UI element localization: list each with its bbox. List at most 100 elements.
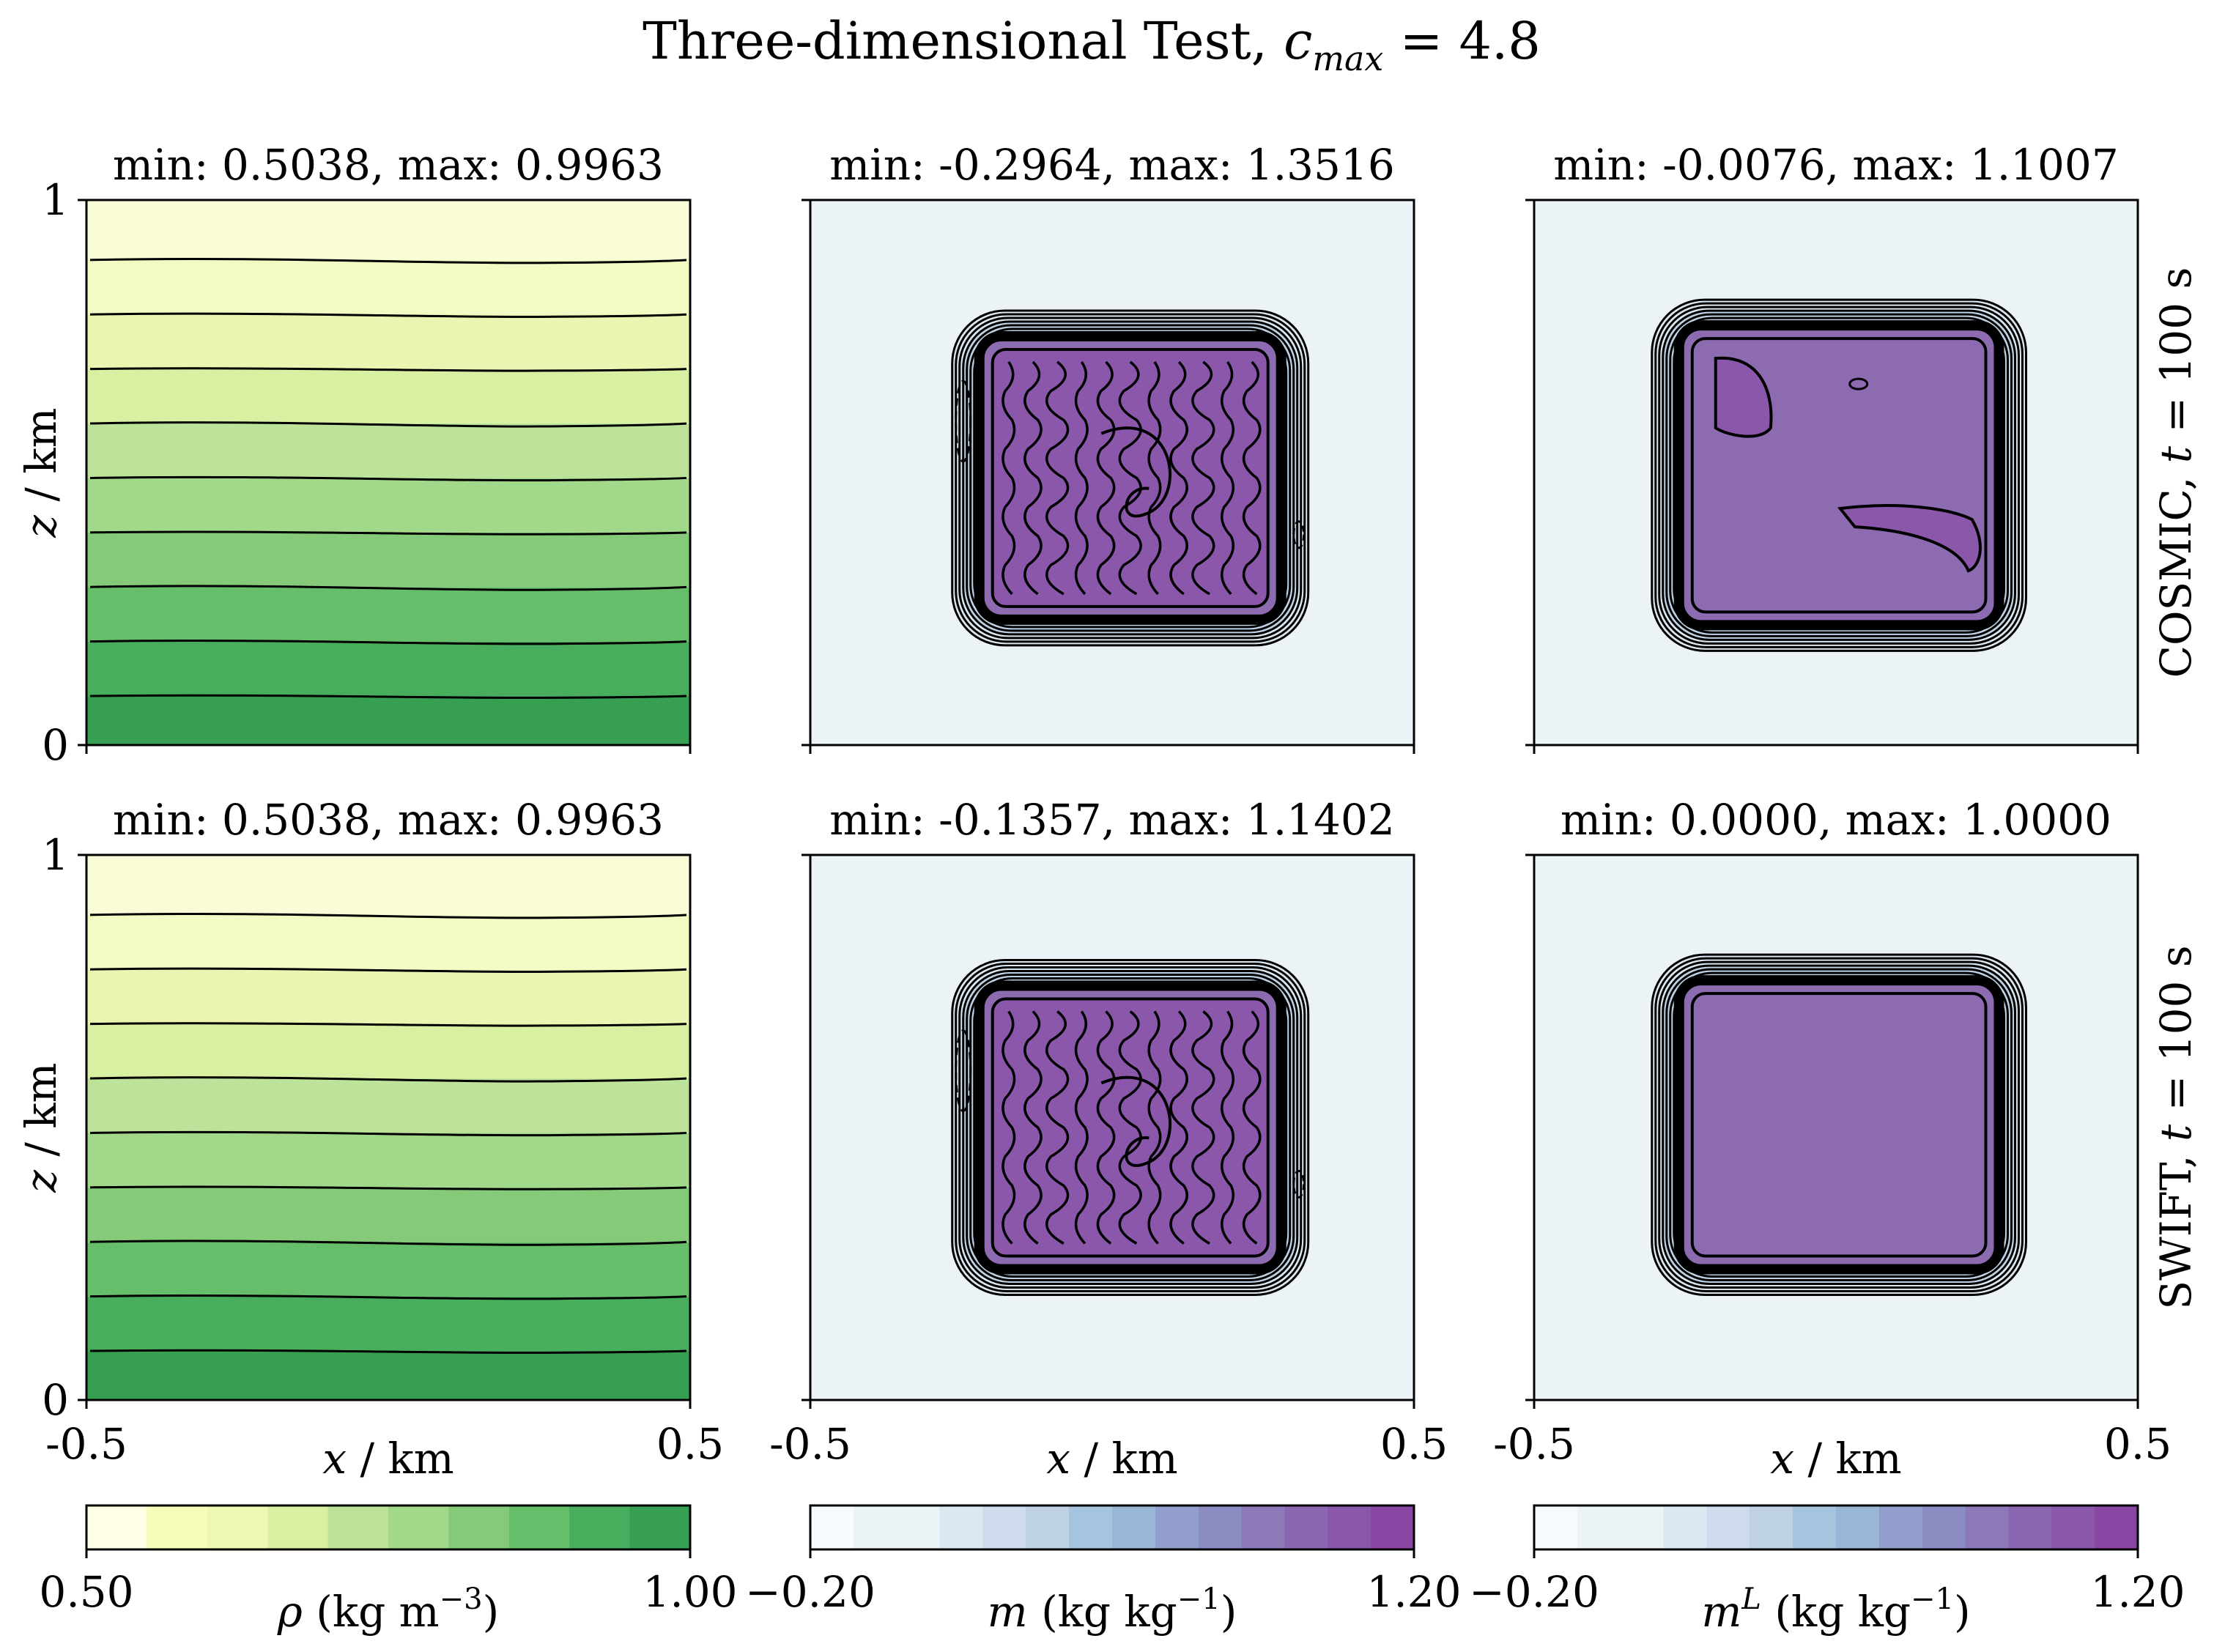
colorbar-swatch [1112, 1505, 1156, 1549]
colorbar-max-label: 1.20 [1366, 1567, 1461, 1617]
panel-mL-swift: min: 0.0000, max: 1.0000 -0.5 0.5 x / km [1493, 795, 2172, 1484]
panel-frame [85, 853, 692, 1401]
x-tick-label: 0.5 [2104, 1419, 2172, 1469]
swirl-contour [1118, 1010, 1142, 1245]
y-axis-label: z / km [16, 1062, 66, 1193]
colorbar-2: −0.20 1.20 mL (kg kg−1) [1469, 1504, 2185, 1637]
panel-rho-cosmic: min: 0.5038, max: 0.9963 1 0 z / km [16, 140, 692, 770]
x-tick-label: 0.5 [1380, 1419, 1448, 1469]
colorbar-swatch [2095, 1505, 2139, 1549]
panel-field [86, 855, 690, 1400]
colorbars: 0.50 1.00ρ (kg m−3) −0.20 1.20m (kg kg−1) −0… [39, 1504, 2185, 1637]
panel-frame [85, 199, 692, 747]
density-contour [89, 1076, 687, 1083]
colorbar-frame [809, 1504, 1415, 1551]
density-contour [89, 257, 687, 264]
negative-contour [955, 379, 972, 463]
density-contour [89, 1130, 687, 1137]
spiral-contour [1100, 1075, 1172, 1167]
colorbar-swatch [1026, 1505, 1070, 1549]
swirl-contour [1074, 1010, 1089, 1245]
panel-mL-cosmic: min: -0.0076, max: 1.1007 [1525, 140, 2139, 754]
colorbar-0: 0.50 1.00 ρ (kg m−3) [39, 1504, 738, 1637]
swirl-contour [1002, 1010, 1016, 1245]
swirl-contour [1221, 1010, 1234, 1245]
panel-title: min: -0.2964, max: 1.3516 [829, 140, 1395, 190]
density-band [86, 200, 690, 260]
swirl-contour [1074, 360, 1089, 596]
colorbar-label: ρ (kg m−3) [277, 1582, 500, 1637]
colorbar-swatch [1155, 1505, 1199, 1549]
x-tick-label: -0.5 [769, 1419, 851, 1469]
swirl-contour [1002, 360, 1016, 596]
colorbar-swatch [569, 1505, 631, 1549]
y-tick-label: 1 [42, 830, 69, 880]
density-contour [89, 585, 687, 591]
colorbar-swatch [448, 1505, 510, 1549]
colorbar-swatch [86, 1505, 147, 1549]
colorbar-frame [85, 1504, 692, 1551]
colorbar-swatch [267, 1505, 329, 1549]
negative-contour [1292, 1169, 1306, 1199]
x-axis-label: x / km [1770, 1434, 1901, 1484]
colorbar-swatch [1198, 1505, 1243, 1549]
colorbar-swatch [1878, 1505, 1923, 1549]
colorbar-swatch [1793, 1505, 1837, 1549]
panel-rho-swift: min: 0.5038, max: 0.9963 1 0 z / km -0.5 0.5 x… [16, 795, 724, 1484]
colorbar-frame [1533, 1504, 2139, 1551]
colorbar-min-label: 0.50 [39, 1567, 133, 1617]
density-band [86, 368, 690, 424]
density-contour [89, 1185, 687, 1190]
density-contour [89, 475, 687, 482]
inner-contour [1690, 992, 1988, 1258]
density-contour [89, 967, 687, 973]
density-band [86, 314, 690, 369]
density-band [86, 1351, 690, 1400]
density-contour [89, 640, 687, 645]
colorbar-swatch [1965, 1505, 2009, 1549]
swirl-contour [1045, 1010, 1070, 1245]
colorbar-swatch [1577, 1505, 1621, 1549]
swirl-contour [1045, 360, 1070, 596]
colorbar-swatch [1284, 1505, 1328, 1549]
x-tick-label: 0.5 [656, 1419, 724, 1469]
panel-field [86, 200, 690, 745]
swirl-contour [1023, 360, 1043, 596]
panel-title: min: -0.1357, max: 1.1402 [829, 795, 1395, 845]
swirl-contour [1242, 1010, 1262, 1245]
density-contour [89, 1022, 687, 1027]
row-labels: COSMIC, t = 100 s SWIFT, t = 100 s [2151, 267, 2201, 1310]
colorbar-swatch [1706, 1505, 1750, 1549]
swirl-contour [1242, 360, 1262, 596]
density-band [86, 532, 690, 588]
colorbar-swatch [147, 1505, 208, 1549]
colorbar-swatch [327, 1505, 389, 1549]
panel-title: min: -0.0076, max: 1.1007 [1553, 140, 2119, 190]
panel-title: min: 0.0000, max: 1.0000 [1561, 795, 2111, 845]
x-axis-label: x / km [322, 1434, 453, 1484]
colorbar-swatch [207, 1505, 268, 1549]
density-band [86, 478, 690, 533]
y-axis-label: z / km [16, 407, 66, 538]
swirl-contour [1221, 360, 1234, 596]
y-tick-label: 1 [42, 175, 69, 225]
density-band [86, 1133, 690, 1188]
panel-frame [809, 853, 1415, 1401]
negative-contour [1292, 520, 1306, 549]
panel-frame [1533, 853, 2139, 1401]
colorbar-max-label: 1.00 [643, 1567, 737, 1617]
swirl-contour [1169, 1010, 1188, 1245]
swirl-contour [1023, 1010, 1043, 1245]
x-tick-label: -0.5 [45, 1419, 127, 1469]
panel-m-swift: min: -0.1357, max: 1.1402 -0.5 0.5 x / km [769, 795, 1448, 1484]
figure-title: Three-dimensional Test, cmax = 4.8 [643, 11, 1541, 78]
panel-title: min: 0.5038, max: 0.9963 [113, 795, 664, 845]
density-band [86, 641, 690, 697]
colorbar-max-label: 1.20 [2090, 1567, 2185, 1617]
colorbar-min-label: −0.20 [1469, 1567, 1599, 1617]
density-band [86, 855, 690, 915]
swirl-contour [1096, 360, 1116, 596]
swirl-contour [1147, 360, 1162, 596]
colorbar-label: mL (kg kg−1) [1701, 1582, 1970, 1637]
panel-field [1534, 200, 2138, 745]
